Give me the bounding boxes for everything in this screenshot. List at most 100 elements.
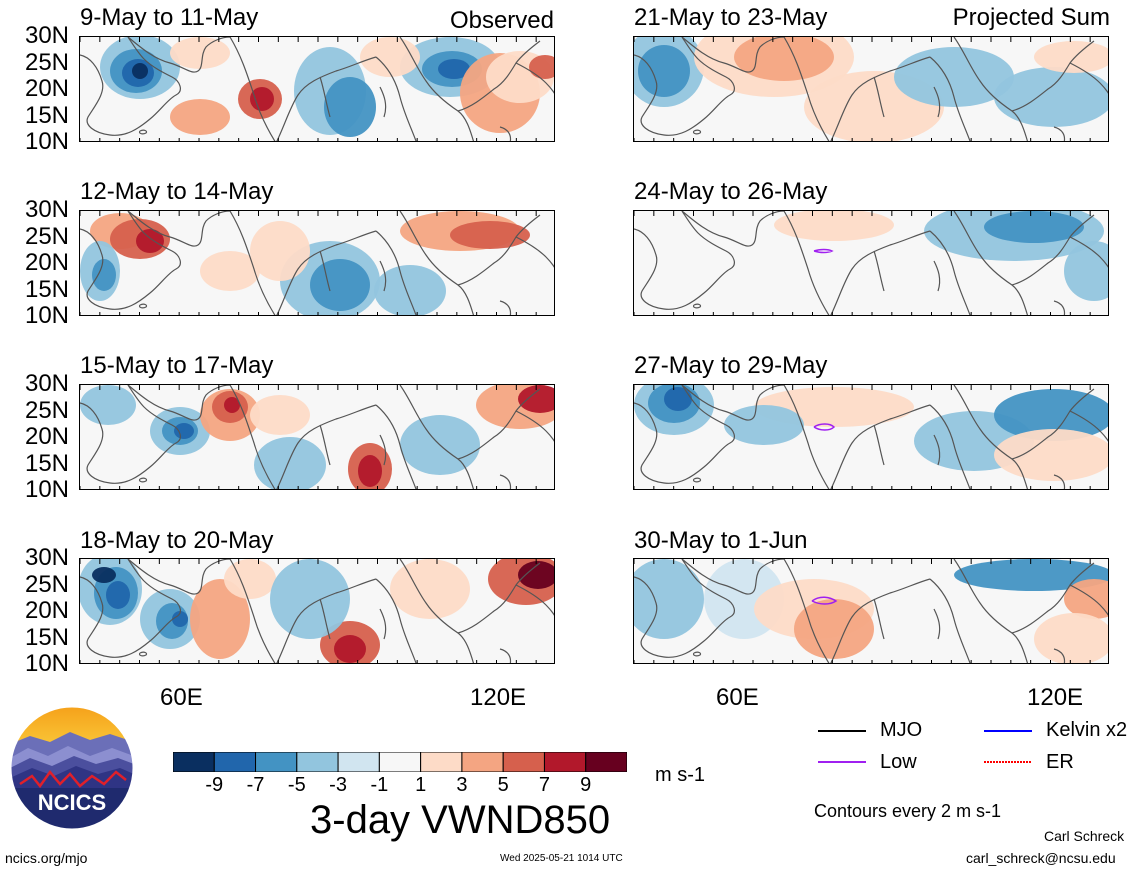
anomaly-shading [774, 211, 894, 241]
anomaly-shading [638, 45, 690, 97]
coastline [127, 559, 231, 595]
coastline [692, 129, 702, 135]
lat-label: 25N [24, 570, 69, 598]
coastline [783, 211, 830, 315]
coastline [515, 236, 554, 268]
coastline [929, 56, 971, 141]
coastline [1069, 584, 1108, 616]
lat-label: 20N [24, 423, 69, 450]
lat-label: 20N [24, 597, 69, 624]
coastline [80, 211, 181, 310]
footer-email[interactable]: carl_schreck@ncsu.edu [966, 850, 1116, 866]
coastline [681, 385, 785, 421]
colorbar-swatch [585, 751, 628, 773]
coastline [692, 477, 702, 483]
anomaly-shading [1064, 579, 1108, 619]
colorbar-tick-label: -3 [329, 774, 347, 796]
anomaly-shading [984, 211, 1084, 243]
anomaly-shading [634, 559, 704, 639]
legend-mjo-label: MJO [880, 719, 923, 741]
map-panel-observed-4 [79, 558, 555, 664]
anomaly-shading [200, 251, 260, 291]
legend-er-label: ER [1046, 751, 1074, 773]
lat-label: 30N [24, 370, 69, 397]
coastline [80, 559, 181, 658]
coastline [127, 211, 231, 247]
anomaly-shading [136, 229, 164, 253]
colorbar-swatch [420, 751, 463, 773]
anomaly-shading [250, 87, 274, 111]
coastline [1053, 300, 1066, 315]
anomaly-shading [224, 559, 276, 599]
panel-title: 27-May to 29-May [634, 352, 828, 379]
coastline [1053, 648, 1066, 663]
coastline [515, 62, 554, 94]
coastline [873, 250, 885, 292]
panel-title: 18-May to 20-May [80, 527, 274, 554]
coastline [379, 260, 387, 292]
coastline [276, 230, 377, 315]
coastline [457, 214, 541, 286]
logo-text: NCICS [38, 790, 106, 815]
coastline [692, 303, 702, 309]
lat-label: 10N [24, 128, 69, 155]
lat-label: 25N [24, 48, 69, 76]
coastline [953, 37, 1029, 141]
coastline [681, 559, 785, 595]
coastline [953, 385, 1029, 489]
coastline [953, 211, 1029, 315]
legend-kelvin-label: Kelvin x2 [1046, 719, 1128, 741]
coastline [1011, 562, 1095, 634]
coastline [1053, 126, 1066, 141]
anomaly-shading [390, 559, 470, 619]
footer-author: Carl Schreck [1044, 828, 1125, 844]
wave-contour [813, 423, 836, 431]
anomaly-shading [250, 221, 310, 281]
colorbar-tick-label: -9 [205, 774, 224, 796]
main-title: 3-day VWND850 [310, 798, 611, 842]
coastline [379, 434, 387, 466]
colorbar-tick-label: -5 [287, 774, 306, 796]
lon-label-60e-right: 60E [716, 684, 759, 711]
anomaly-shading [529, 55, 554, 79]
colorbar-swatch [502, 751, 545, 773]
projected-sum-label: Projected Sum [952, 4, 1110, 31]
contours-note: Contours every 2 m s-1 [814, 801, 1002, 821]
coastline [457, 562, 541, 634]
coastline [375, 578, 417, 663]
lat-label: 30N [24, 22, 69, 49]
ncics-logo: NCICS [10, 706, 134, 830]
lat-label: 15N [24, 275, 69, 303]
colorbar-tick-label: 5 [497, 774, 509, 796]
coastline [933, 260, 941, 292]
anomaly-shading [170, 37, 230, 69]
lat-label: 20N [24, 249, 69, 276]
footer-url[interactable]: ncics.org/mjo [5, 850, 88, 866]
lat-label: 15N [24, 101, 69, 129]
coastline [515, 584, 554, 616]
anomaly-shading [254, 437, 326, 489]
anomaly-shading [310, 259, 370, 311]
lon-label-120e-right: 120E [1027, 684, 1084, 711]
coastline [499, 648, 512, 663]
coastline [1069, 236, 1108, 268]
colorbar-tick-label: 9 [580, 774, 592, 796]
coastline [933, 86, 941, 118]
coastline [375, 56, 417, 141]
anomaly-shading [324, 77, 376, 137]
anomaly-shading [106, 581, 130, 609]
anomaly-shading [80, 385, 136, 425]
coastline [229, 559, 276, 663]
anomaly-shading [334, 635, 366, 663]
anomaly-shading [92, 259, 116, 291]
coastline [1053, 474, 1066, 489]
map-panel-projected-4 [633, 558, 1109, 664]
panel-title: 9-May to 11-May [80, 4, 259, 31]
lat-label: 10N [24, 476, 69, 503]
colorbar-swatch [337, 751, 380, 773]
coastline [276, 56, 377, 141]
coastline [319, 76, 331, 118]
coastline [399, 37, 475, 141]
anomaly-shading [374, 265, 446, 315]
